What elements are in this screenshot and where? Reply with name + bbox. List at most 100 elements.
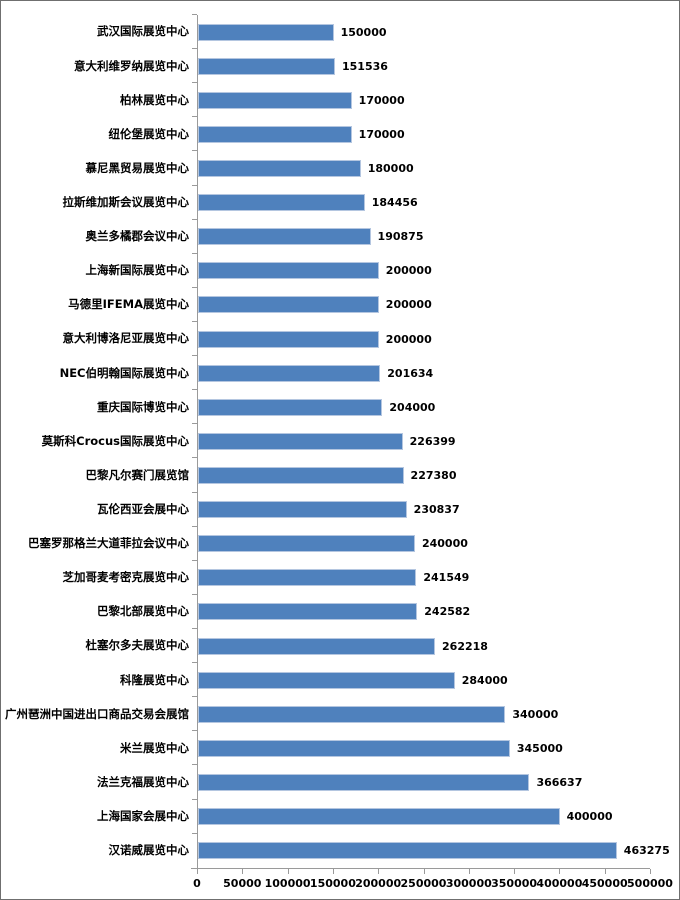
category-label: 纽伦堡展览中心 [108,126,190,141]
x-axis-tick-label: 350000 [491,877,538,890]
x-axis-tick [468,869,470,874]
bar [198,23,334,41]
bar-plot-area: 200000 [192,320,650,357]
bar [198,603,418,621]
value-label: 366637 [536,775,583,789]
bar-row: 马德里IFEMA展览中心 200000 [1,286,650,322]
bar-row: 莫斯科Crocus国际展览中心 226399 [1,423,650,459]
value-label: 200000 [385,264,432,278]
value-label: 150000 [340,25,387,39]
category-label: 重庆国际博览中心 [97,399,189,414]
x-axis-tick-label: 150000 [309,877,356,890]
category-label: NEC伯明翰国际展览中心 [59,365,189,380]
bar-plot-area: 201634 [192,355,650,391]
x-axis-tick-label: 100000 [264,877,311,890]
bar-plot-area: 190875 [192,218,650,254]
bar-row: 拉斯维加斯会议展览中心 184456 [1,184,650,220]
value-label: 284000 [461,673,508,687]
bar [198,125,352,143]
bar [198,364,381,382]
bar-plot-area: 170000 [192,82,650,118]
bar-plot-area: 200000 [192,252,650,288]
category-label: 武汉国际展览中心 [97,24,189,39]
x-axis-tick [604,869,606,874]
category-label: 法兰克福展览中心 [97,774,189,789]
value-label: 463275 [623,844,670,858]
bar-rows: 武汉国际展览中心 150000 意大利维罗纳展览中心 151536 柏林展览中心… [1,13,670,868]
value-label: 226399 [409,434,456,448]
bar-plot-area: 150000 [192,13,650,50]
category-label: 莫斯科Crocus国际展览中心 [41,433,189,448]
value-label: 190875 [377,230,424,244]
x-axis: 0 50000 100000 150000 200000 250000 300000 3500… [191,868,673,890]
value-label: 204000 [389,400,436,414]
x-axis-tick-label: 500000 [627,877,673,890]
bar [198,432,403,450]
value-label: 184456 [371,196,418,210]
category-label: 意大利博洛尼亚展览中心 [62,331,190,346]
x-axis-tick [332,869,334,874]
category-label: 拉斯维加斯会议展览中心 [62,194,190,209]
bar-row: 奥兰多橘郡会议中心 190875 [1,218,650,254]
value-label: 345000 [516,741,563,755]
bar [198,569,417,587]
bar-plot-area: 345000 [192,730,650,766]
category-label: 米兰展览中心 [120,740,189,755]
category-label: 科隆展览中心 [120,672,189,687]
value-label: 170000 [358,127,405,141]
x-axis-tick-label: 0 [193,877,201,890]
category-label: 上海新国际展览中心 [85,263,190,278]
bar-plot-area: 180000 [192,150,650,186]
bar-plot-area: 241549 [192,559,650,595]
value-label: 201634 [387,366,434,380]
value-label: 230837 [413,503,460,517]
bar-plot-area: 204000 [192,389,650,425]
category-label: 汉诺威展览中心 [108,843,190,858]
bar [198,637,436,655]
category-label: 意大利维罗纳展览中心 [74,58,189,73]
bar [198,398,383,416]
value-label: 400000 [566,810,613,824]
bar-row: 广州琶洲中国进出口商品交易会展馆 340000 [1,696,650,732]
bar-row: 上海新国际展览中心 200000 [1,252,650,288]
category-label: 马德里IFEMA展览中心 [68,297,189,312]
bar-row: 杜塞尔多夫展览中心 262218 [1,627,650,664]
bar-plot-area: 366637 [192,764,650,800]
bar-row: 柏林展览中心 170000 [1,82,650,118]
bar [198,773,530,791]
bar-row: 巴黎凡尔赛门展览馆 227380 [1,457,650,493]
value-label: 240000 [421,537,468,551]
category-label: 柏林展览中心 [120,92,189,107]
bar-row: 意大利博洛尼亚展览中心 200000 [1,320,650,357]
bar [198,194,365,212]
value-label: 200000 [385,298,432,312]
bar [198,671,455,689]
category-label: 巴黎凡尔赛门展览馆 [85,467,190,482]
bar-row: 法兰克福展览中心 366637 [1,764,650,800]
bar-plot-area: 284000 [192,662,650,698]
bar [198,159,361,177]
bar [198,808,560,826]
bar-row: 上海国家会展中心 400000 [1,798,650,834]
category-label: 巴塞罗那格兰大道菲拉会议中心 [28,536,189,551]
value-label: 170000 [358,93,405,107]
category-label: 奥兰多橘郡会议中心 [85,229,190,244]
x-axis-tick [650,869,651,874]
value-label: 340000 [512,707,559,721]
bar [198,705,506,723]
bar [198,739,510,757]
category-label: 瓦伦西亚会展中心 [97,501,189,516]
value-label: 242582 [424,605,471,619]
x-axis-tick [559,869,561,874]
bar-plot-area: 226399 [192,423,650,459]
bar-plot-area: 463275 [192,832,670,868]
x-axis-tick-label: 250000 [400,877,447,890]
value-label: 241549 [423,571,470,585]
bar [198,501,407,519]
bar-plot-area: 170000 [192,116,650,152]
x-axis-tick-label: 200000 [355,877,402,890]
value-label: 151536 [341,59,388,73]
bar [198,91,352,109]
bar-plot-area: 242582 [192,593,650,629]
bar-row: 重庆国际博览中心 204000 [1,389,650,425]
